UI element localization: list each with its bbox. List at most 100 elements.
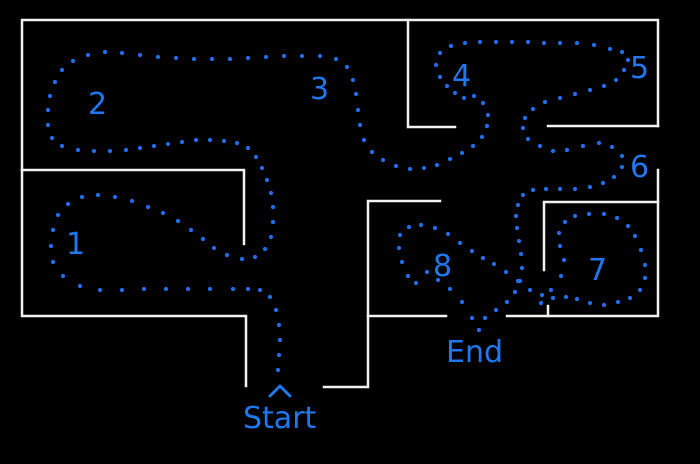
route-dot	[60, 273, 66, 279]
route-dot	[191, 56, 197, 62]
route-dot	[550, 148, 556, 154]
room-label-8: 8	[433, 249, 452, 284]
route-dot	[95, 192, 101, 198]
route-dot	[407, 166, 413, 172]
route-dot	[267, 294, 273, 300]
route-dot	[270, 219, 276, 225]
route-dot	[601, 83, 607, 89]
route-dot	[357, 122, 363, 128]
route-dot	[525, 39, 531, 45]
route-dot	[234, 140, 240, 146]
route-dot	[129, 198, 135, 204]
route-dot	[160, 210, 166, 216]
route-dot	[482, 315, 488, 321]
route-dot	[445, 231, 451, 237]
route-dot	[522, 115, 528, 121]
route-dot	[600, 180, 606, 186]
route-dot	[572, 213, 578, 219]
route-dot	[209, 56, 215, 62]
route-dot	[77, 283, 83, 289]
route-dot	[513, 213, 519, 219]
route-dot	[207, 286, 213, 292]
route-dot	[447, 286, 453, 292]
route-dot	[543, 186, 549, 192]
route-dot	[65, 201, 71, 207]
route-dot	[413, 280, 419, 286]
route-dot	[200, 236, 206, 242]
route-dot	[406, 224, 412, 230]
route-dot	[173, 55, 179, 61]
route-dot	[574, 296, 580, 302]
route-dot	[137, 52, 143, 58]
route-dot	[537, 143, 543, 149]
route-dot	[444, 83, 450, 89]
route-dot	[264, 177, 270, 183]
route-dot	[476, 327, 482, 333]
route-dot	[625, 57, 631, 63]
room-label-7: 7	[588, 253, 607, 288]
route-dot	[469, 248, 475, 254]
route-dot	[477, 39, 483, 45]
route-dot	[558, 273, 564, 279]
route-dot	[480, 100, 486, 106]
route-dot	[405, 273, 411, 279]
route-dot	[268, 190, 274, 196]
route-dot	[561, 257, 567, 263]
route-dot	[503, 269, 509, 275]
route-dot	[491, 261, 497, 267]
room-label-2: 2	[88, 87, 107, 122]
route-dot	[97, 287, 103, 293]
room-label-6: 6	[630, 150, 649, 185]
route-dot	[520, 125, 526, 131]
route-dot	[163, 286, 169, 292]
route-dot	[509, 39, 515, 45]
route-dot	[619, 49, 625, 55]
room-6-7-wall	[542, 168, 660, 272]
route-dot	[638, 247, 644, 253]
route-dot	[619, 164, 625, 170]
route-dot	[107, 148, 113, 154]
route-dot	[119, 50, 125, 56]
route-dot	[574, 40, 580, 46]
route-dot	[520, 192, 526, 198]
route-dot	[270, 204, 276, 210]
route-dot	[562, 219, 568, 225]
route-dot	[614, 215, 620, 221]
route-dot	[399, 259, 405, 265]
route-dot	[519, 265, 525, 271]
route-dot	[259, 165, 265, 171]
route-dot	[596, 140, 602, 146]
route-dot	[75, 147, 81, 153]
route-dot	[434, 162, 440, 168]
route-dot	[91, 148, 97, 154]
route-dot	[432, 225, 438, 231]
route-dot	[123, 147, 129, 153]
route-dot	[493, 307, 499, 313]
route-dot	[447, 156, 453, 162]
room-labels: 1 2 3 4 5 6 7 8	[66, 51, 649, 288]
route-dot	[457, 240, 463, 246]
route-dot	[239, 256, 245, 262]
route-dot	[613, 77, 619, 83]
route-dot	[461, 95, 467, 101]
route-dot	[485, 112, 491, 118]
route-dot	[85, 52, 91, 58]
route-dot	[556, 230, 562, 236]
route-dot	[45, 107, 51, 113]
route-dot	[518, 251, 524, 257]
route-dot	[557, 243, 563, 249]
end-label: End	[446, 335, 503, 370]
route-dot	[137, 145, 143, 151]
route-dot	[572, 91, 578, 97]
route-dot	[48, 243, 54, 249]
route-dot	[557, 186, 563, 192]
route-dot	[625, 223, 631, 229]
route-dot	[479, 134, 485, 140]
route-dot	[525, 136, 531, 142]
route-dot	[275, 367, 281, 373]
route-dot	[632, 233, 638, 239]
route-dot	[211, 245, 217, 251]
route-dot	[572, 186, 578, 192]
